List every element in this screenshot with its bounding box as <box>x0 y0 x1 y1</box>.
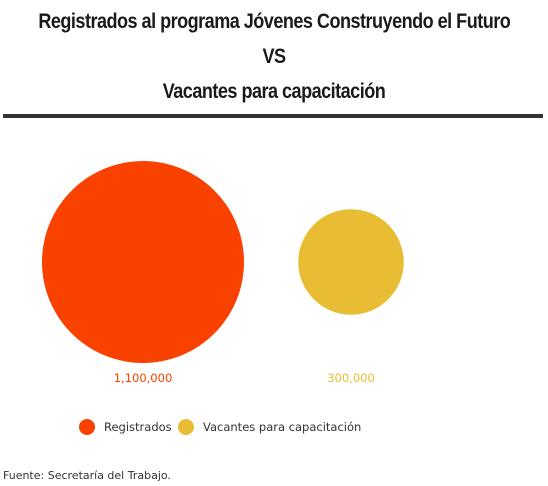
bubble-vacantes-para-capacitaci-n <box>298 209 404 315</box>
value-label-vacantes-para-capacitaci-n: 300,000 <box>327 371 375 385</box>
source-note: Fuente: Secretaría del Trabajo. <box>3 469 171 482</box>
legend-label-registrados: Registrados <box>104 420 172 434</box>
legend-marker-vacantes-para-capacitaci-n <box>178 419 194 435</box>
legend-marker-registrados <box>79 419 95 435</box>
bubble-registrados <box>42 161 244 363</box>
legend-label-vacantes-para-capacitaci-n: Vacantes para capacitación <box>203 420 361 434</box>
title-line-2: VS <box>262 45 286 68</box>
title-divider <box>3 114 543 118</box>
value-label-registrados: 1,100,000 <box>114 371 173 385</box>
title-line-1: Registrados al programa Jóvenes Construy… <box>38 10 511 33</box>
title-line-3: Vacantes para capacitación <box>162 80 386 103</box>
